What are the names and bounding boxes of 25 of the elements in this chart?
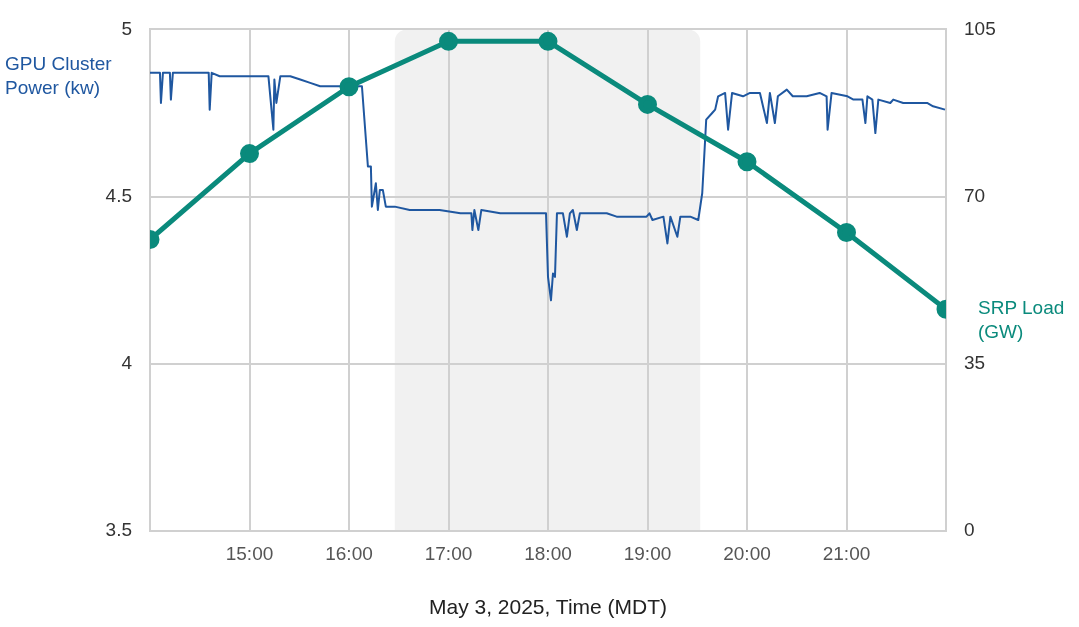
point xyxy=(538,31,558,51)
x-tick-label: 17:00 xyxy=(424,542,473,564)
point xyxy=(638,94,657,114)
y2-tick-label: 105 xyxy=(964,17,996,39)
y-axis-title: GPU Cluster Power (kw) xyxy=(5,53,113,98)
x-tick-label: 21:00 xyxy=(822,542,871,564)
y2-tick-label: 0 xyxy=(964,519,975,541)
y-tick-label: 5 xyxy=(121,17,132,39)
y2-axis-title: SRP Load (GW) xyxy=(978,297,1065,343)
y-tick-label: 3.5 xyxy=(105,519,132,541)
y-tick-label: 4 xyxy=(121,352,133,374)
x-tick-label: 18:00 xyxy=(524,542,572,564)
y2-tick-label: 70 xyxy=(964,184,986,206)
y-tick-label: 4.5 xyxy=(105,184,132,206)
point xyxy=(240,144,259,164)
x-tick-label: 16:00 xyxy=(325,542,373,564)
x-tick-label: 20:00 xyxy=(723,542,771,564)
x-tick-label: 19:00 xyxy=(623,542,672,564)
x-axis-title: May 3, 2025, Time (MDT) xyxy=(428,595,668,618)
point xyxy=(837,222,856,242)
point xyxy=(439,31,458,51)
point xyxy=(737,152,757,172)
point xyxy=(339,77,359,97)
x-tick-label: 15:00 xyxy=(225,542,274,564)
y2-tick-label: 35 xyxy=(964,352,986,374)
